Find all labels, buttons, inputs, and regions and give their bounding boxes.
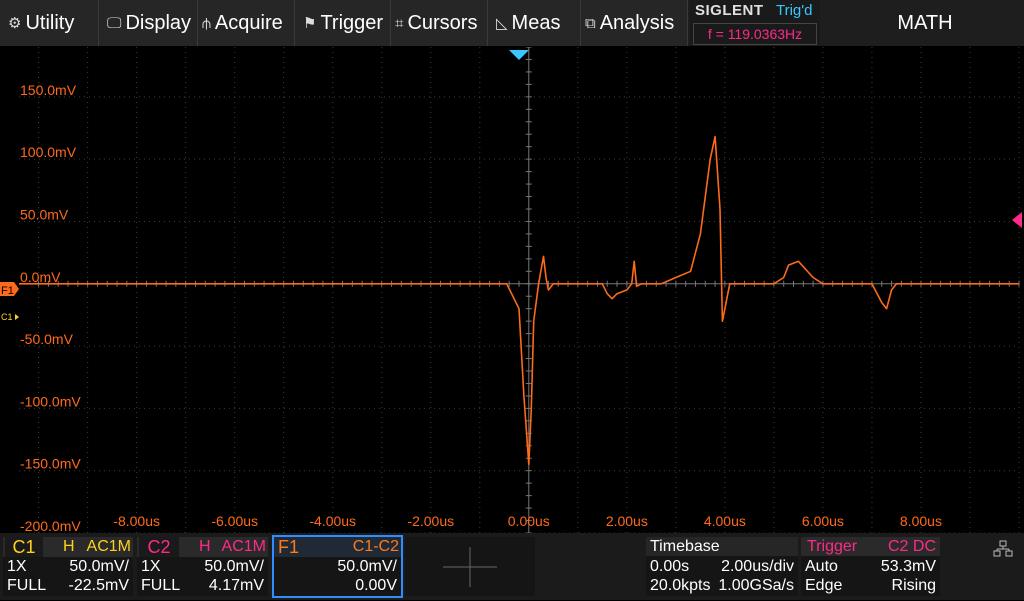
menu-trigger-label: Trigger (320, 11, 384, 34)
timebase-title: Timebase (650, 538, 720, 555)
timebase-panel[interactable]: Timebase 0.00s 2.00us/div 20.0kpts 1.00G… (646, 537, 798, 596)
analysis-icon: ⧉ (585, 14, 596, 32)
channel1-coupling: AC1M (86, 538, 131, 555)
x-tick-label: -6.00us (211, 513, 258, 529)
crosshair-icon (443, 547, 497, 587)
x-tick-label: 4.00us (704, 513, 746, 529)
menu-utility[interactable]: ⚙ Utility (0, 0, 99, 46)
channel2-scale: 50.0mV/ (204, 558, 264, 575)
x-tick-label: -4.00us (309, 513, 356, 529)
menu-meas[interactable]: ◺ Meas (488, 0, 581, 46)
channel2-hflag: H (199, 538, 211, 555)
menu-analysis-label: Analysis (599, 11, 675, 34)
menu-cursors[interactable]: ⌗ Cursors (391, 0, 488, 46)
c1-marker-arrow (15, 314, 19, 320)
x-tick-label: 8.00us (900, 513, 942, 529)
y-tick-label: 50.0mV (20, 206, 69, 222)
menu-display[interactable]: 🖵 Display (99, 0, 198, 46)
f1-name: F1 (278, 537, 300, 557)
empty-channel-slot[interactable] (405, 537, 535, 596)
channel2-bandwidth: FULL (141, 577, 181, 594)
channel1-bandwidth: FULL (7, 577, 47, 594)
c1-ground-marker[interactable]: C1 (1, 312, 19, 322)
channel2-probe: 1X (141, 558, 161, 575)
f1-marker-label: F1 (1, 285, 14, 297)
f1-expression: C1-C2 (352, 538, 399, 555)
ruler-icon: ◺ (496, 14, 508, 32)
channel2-name: C2 (139, 537, 179, 557)
x-tick-label: 2.00us (606, 513, 648, 529)
display-icon: 🖵 (107, 14, 122, 32)
timebase-points: 20.0kpts (650, 577, 711, 594)
timebase-delay: 0.00s (650, 558, 690, 575)
menu-trigger[interactable]: ⚑ Trigger (295, 0, 391, 46)
menu-utility-label: Utility (25, 11, 75, 34)
trigger-level: 53.3mV (880, 558, 936, 575)
y-tick-label: 0.0mV (20, 269, 61, 285)
channel2-offset: 4.17mV (208, 577, 264, 594)
menu-acquire[interactable]: ⫛ Acquire (198, 0, 295, 46)
flag-icon: ⚑ (303, 14, 317, 32)
channel1-scale: 50.0mV/ (69, 558, 129, 575)
network-status[interactable] (944, 537, 1022, 596)
x-tick-labels: -8.00us -6.00us -4.00us -2.00us 0.00us 2.00us… (113, 513, 942, 529)
brand-logo: SIGLENT (695, 2, 764, 19)
timebase-scale: 2.00us/div (721, 558, 794, 575)
network-icon (993, 540, 1013, 557)
trigger-mode: Auto (805, 558, 838, 575)
trigger-slope: Rising (891, 577, 936, 594)
grid-lines (19, 47, 1020, 533)
y-tick-label: -200.0mV (20, 518, 81, 533)
channel1-hflag: H (63, 538, 75, 555)
top-menu-bar: ⚙ Utility 🖵 Display ⫛ Acquire ⚑ Trigger … (0, 0, 1024, 46)
status-area: SIGLENT Trig'd f = 119.0363Hz (690, 0, 820, 46)
y-tick-label: -50.0mV (20, 331, 74, 347)
y-tick-label: -100.0mV (20, 393, 81, 409)
channel1-panel[interactable]: C1 H AC1M 1X 50.0mV/ FULL -22.5mV (3, 537, 133, 596)
frequency-counter: f = 119.0363Hz (693, 23, 817, 45)
menu-acquire-label: Acquire (214, 11, 283, 34)
math-mode-label[interactable]: MATH (897, 12, 953, 34)
y-tick-label: 100.0mV (20, 144, 77, 160)
trigger-title: Trigger (807, 538, 858, 555)
trigger-status: Trig'd (776, 2, 813, 19)
trigger-panel[interactable]: Trigger C2 DC Auto 53.3mV Edge Rising (801, 537, 940, 596)
x-tick-label: 0.00us (508, 513, 550, 529)
channel1-offset: -22.5mV (68, 577, 129, 594)
cursors-icon: ⌗ (395, 14, 404, 32)
y-tick-label: -150.0mV (20, 456, 81, 472)
trigger-position-marker[interactable] (509, 50, 529, 60)
x-tick-label: -8.00us (113, 513, 160, 529)
acquire-icon: ⫛ (202, 14, 211, 32)
menu-meas-label: Meas (511, 11, 561, 34)
x-tick-label: 6.00us (802, 513, 844, 529)
c1-marker-label: C1 (1, 312, 13, 322)
f1-offset: 0.00V (355, 577, 397, 594)
math-f1-panel[interactable]: F1 C1-C2 50.0mV/ 0.00V (272, 535, 403, 598)
waveform-display[interactable]: 150.0mV 100.0mV 50.0mV 0.0mV -50.0mV -100.0mV… (0, 47, 1024, 533)
trigger-source: C2 DC (887, 538, 936, 555)
y-tick-label: 150.0mV (20, 82, 77, 98)
menu-analysis[interactable]: ⧉ Analysis (581, 0, 688, 46)
channel1-probe: 1X (7, 558, 27, 575)
trigger-level-marker[interactable] (1012, 212, 1022, 228)
menu-display-label: Display (125, 11, 192, 34)
timebase-sample-rate: 1.00GSa/s (718, 577, 794, 594)
f1-trace (19, 135, 1019, 466)
trigger-type: Edge (805, 577, 843, 594)
f1-scale: 50.0mV/ (337, 558, 397, 575)
trace-group (19, 135, 1019, 466)
channel1-name: C1 (5, 537, 43, 557)
channel2-panel[interactable]: C2 H AC1M 1X 50.0mV/ FULL 4.17mV (137, 537, 268, 596)
f1-ground-marker[interactable]: F1 (0, 282, 19, 297)
menu-cursors-label: Cursors (407, 11, 478, 34)
x-tick-label: -2.00us (407, 513, 454, 529)
channel2-coupling: AC1M (221, 538, 266, 555)
y-tick-labels: 150.0mV 100.0mV 50.0mV 0.0mV -50.0mV -100.0mV… (20, 82, 81, 533)
gear-icon: ⚙ (8, 14, 22, 32)
